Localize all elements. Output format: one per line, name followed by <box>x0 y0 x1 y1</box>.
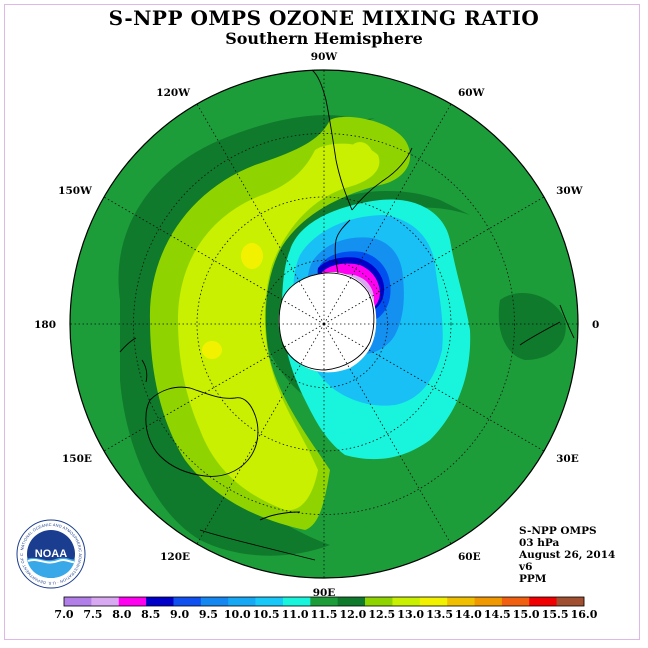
south-pole-marker <box>322 322 326 326</box>
longitude-label: 90W <box>311 51 338 63</box>
info-level: 03 hPa <box>519 537 560 549</box>
polar-night-no-data <box>278 272 377 373</box>
yellow-spot-b <box>202 341 222 359</box>
page-title: S-NPP OMPS OZONE MIXING RATIO <box>108 6 540 30</box>
longitude-label: 90E <box>313 587 336 599</box>
longitude-label: 180 <box>34 319 56 331</box>
latitude-circle <box>133 133 515 515</box>
africa-coast <box>519 304 575 346</box>
info-instrument: S-NPP OMPS <box>519 525 597 537</box>
coastlines <box>119 69 575 561</box>
antarctica-coast <box>278 272 375 371</box>
longitude-label: 150E <box>62 453 92 465</box>
longitude-label: 120W <box>156 87 190 99</box>
yellow-green-region <box>178 143 380 511</box>
product-info: S-NPP OMPS 03 hPa August 26, 2014 v6 PPM <box>519 525 615 585</box>
longitude-label: 60W <box>458 87 485 99</box>
longitude-label: 0 <box>592 319 599 331</box>
noaa-logo: NOAA NATIONAL OCEANIC AND ATMOSPHERIC AD… <box>16 519 86 589</box>
longitude-label: 150W <box>58 185 92 197</box>
longitude-labels: 0 30E 60E 90E 120E 150E 180 150W 120W 90W 60W 30W <box>34 51 599 599</box>
indonesia-coast <box>199 511 316 561</box>
map-boundary <box>69 69 579 579</box>
south-america-coast <box>311 69 413 211</box>
noaa-logo-text: NOAA <box>35 548 67 560</box>
longitude-label: 30E <box>556 453 579 465</box>
yellow-green-spot-c <box>346 142 374 178</box>
latitude-circle <box>196 196 452 452</box>
antarctic-peninsula <box>334 219 351 274</box>
australia-coast <box>145 386 259 477</box>
longitude-label: 30W <box>556 185 583 197</box>
dark-green-patch-east <box>498 292 566 360</box>
longitude-label: 120E <box>160 551 190 563</box>
latitude-circle <box>260 260 388 388</box>
graticule <box>70 70 578 578</box>
info-units: PPM <box>519 573 547 585</box>
page-subtitle: Southern Hemisphere <box>225 29 423 48</box>
yellow-spot-a <box>241 243 263 269</box>
page-frame <box>4 4 640 640</box>
info-date: August 26, 2014 <box>519 549 616 561</box>
longitude-label: 60E <box>458 551 481 563</box>
new-zealand-coast <box>119 337 148 383</box>
info-version: v6 <box>519 561 533 573</box>
